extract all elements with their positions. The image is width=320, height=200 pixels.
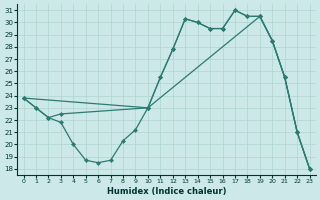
X-axis label: Humidex (Indice chaleur): Humidex (Indice chaleur) [107, 187, 226, 196]
